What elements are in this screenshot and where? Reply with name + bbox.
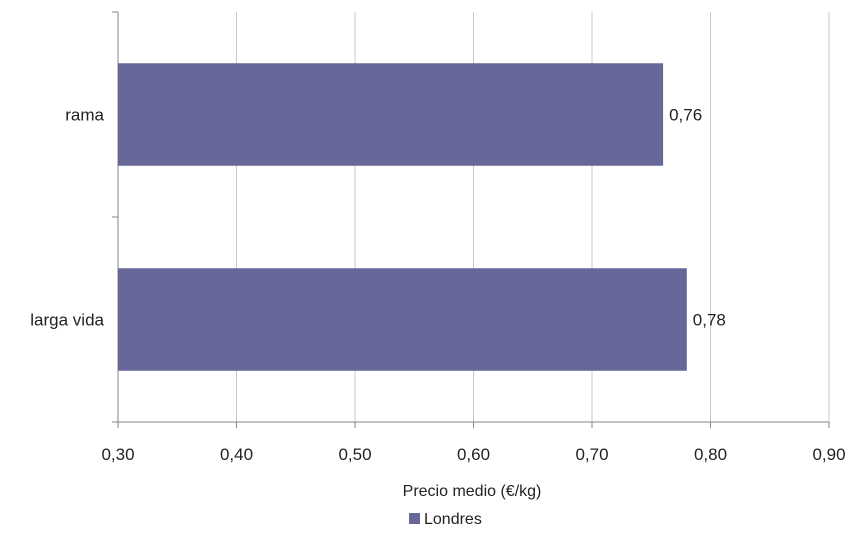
bar-rama <box>118 63 664 166</box>
x-axis-title: Precio medio (€/kg) <box>403 483 542 500</box>
legend-swatch <box>409 513 420 524</box>
x-tick-label: 0,30 <box>101 445 134 464</box>
bar-larga-vida <box>118 268 687 371</box>
bar-data-label: 0,76 <box>669 106 702 125</box>
x-tick-label: 0,50 <box>338 445 371 464</box>
labels: 0,30 0,40 0,50 0,60 0,70 0,80 0,90 rama 0,76 larg… <box>30 106 845 465</box>
x-tick-label: 0,90 <box>812 445 845 464</box>
bars <box>118 63 687 371</box>
legend-label: Londres <box>424 511 482 528</box>
x-tick-label: 0,70 <box>575 445 608 464</box>
legend: Londres <box>409 511 482 528</box>
x-tick-label: 0,80 <box>694 445 727 464</box>
y-category-label: larga vida <box>30 311 104 330</box>
x-tick-label: 0,40 <box>220 445 253 464</box>
y-category-label: rama <box>65 106 104 125</box>
x-tick-label: 0,60 <box>457 445 490 464</box>
bar-data-label: 0,78 <box>693 311 726 330</box>
